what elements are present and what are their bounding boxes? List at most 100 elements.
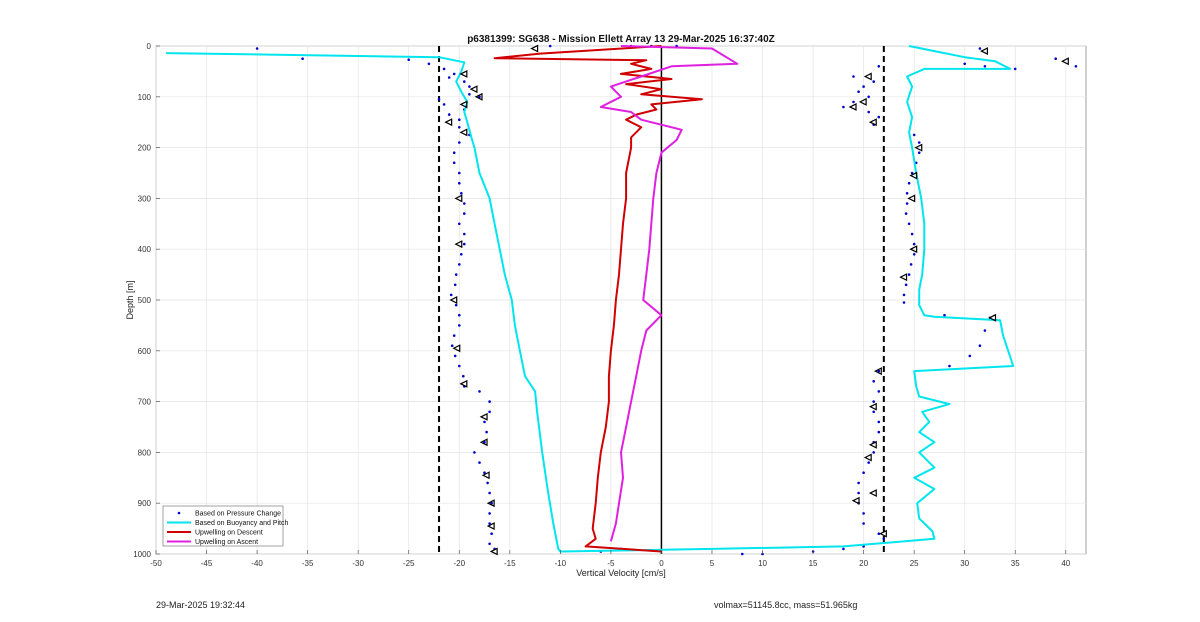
triangle-marker bbox=[486, 522, 495, 531]
x-tick-label: 0 bbox=[659, 559, 664, 568]
data-point bbox=[872, 380, 875, 383]
data-point bbox=[483, 471, 486, 475]
data-point bbox=[904, 283, 908, 287]
grid-lines bbox=[155, 45, 1086, 555]
triangle-marker bbox=[848, 102, 857, 111]
data-point bbox=[483, 420, 486, 424]
data-point bbox=[852, 100, 855, 104]
y-tick-label: 900 bbox=[138, 499, 152, 508]
footer-timestamp: 29-Mar-2025 19:32:44 bbox=[156, 600, 246, 610]
data-point bbox=[877, 390, 881, 393]
x-tick-label: 15 bbox=[809, 559, 818, 568]
triangle-markers bbox=[444, 44, 1069, 556]
y-tick-label: 100 bbox=[138, 93, 152, 102]
legend-box bbox=[162, 505, 284, 547]
data-point bbox=[877, 369, 881, 373]
data-point bbox=[877, 430, 881, 434]
x-tick-label: -50 bbox=[150, 559, 162, 568]
data-point bbox=[452, 334, 456, 337]
x-tick-label: -45 bbox=[201, 559, 213, 568]
data-point bbox=[463, 202, 466, 205]
triangle-marker bbox=[474, 92, 483, 101]
data-point bbox=[872, 400, 875, 403]
data-point bbox=[548, 44, 552, 48]
legend-label-0: Based on Pressure Change bbox=[195, 511, 281, 518]
data-point bbox=[478, 390, 481, 393]
footer-volume-mass: volmax=51145.8cc, mass=51.965kg bbox=[714, 600, 858, 610]
triangle-marker bbox=[980, 47, 989, 56]
data-point bbox=[458, 222, 461, 226]
data-point bbox=[857, 90, 860, 93]
triangle-marker bbox=[899, 273, 908, 282]
data-point bbox=[490, 501, 493, 505]
triangle-marker bbox=[868, 402, 877, 411]
x-tick-label: 35 bbox=[1011, 559, 1020, 568]
data-point bbox=[490, 532, 493, 535]
data-point bbox=[458, 126, 461, 129]
triangle-marker bbox=[863, 453, 872, 462]
x-tick-label: 10 bbox=[758, 559, 767, 568]
x-tick-label: -40 bbox=[251, 559, 263, 568]
data-point bbox=[427, 62, 431, 66]
data-point bbox=[907, 273, 911, 276]
series-line-3 bbox=[599, 45, 739, 542]
data-point bbox=[910, 171, 914, 175]
x-tick-label: 20 bbox=[859, 559, 868, 568]
triangle-marker bbox=[988, 313, 997, 322]
data-point bbox=[447, 76, 451, 79]
triangle-marker bbox=[481, 471, 490, 480]
triangle-marker bbox=[459, 69, 468, 78]
data-point bbox=[872, 80, 875, 83]
data-point bbox=[978, 344, 982, 348]
data-point bbox=[902, 301, 906, 304]
data-point bbox=[904, 212, 908, 215]
triangle-marker bbox=[868, 440, 877, 449]
data-point bbox=[983, 65, 987, 68]
triangle-marker bbox=[914, 143, 923, 152]
data-point bbox=[458, 141, 461, 144]
data-point bbox=[453, 283, 457, 287]
data-point bbox=[1013, 67, 1017, 71]
data-point bbox=[460, 253, 463, 256]
data-point bbox=[458, 181, 461, 185]
data-point bbox=[460, 192, 463, 195]
triangle-marker bbox=[909, 245, 918, 254]
y-tick-label: 500 bbox=[138, 296, 152, 305]
data-point bbox=[877, 115, 881, 119]
data-point bbox=[907, 222, 911, 226]
triangle-marker bbox=[486, 499, 495, 508]
chart-title: p6381399: SG638 - Mission Ellett Array 1… bbox=[467, 34, 775, 45]
triangle-marker bbox=[868, 118, 877, 127]
x-tick-labels: -50 -45 -40 -35 -30 -25 -20 -15 -10 -5 0 5 10 15 20 25 3… bbox=[150, 550, 1071, 568]
triangle-marker bbox=[469, 85, 478, 94]
legend-label-2: Upwelling on Descent bbox=[195, 530, 263, 537]
data-point bbox=[910, 232, 914, 236]
data-point bbox=[872, 410, 875, 414]
data-point bbox=[968, 354, 972, 358]
data-point bbox=[488, 522, 491, 525]
data-point bbox=[741, 552, 744, 556]
triangle-marker bbox=[479, 438, 488, 447]
y-tick-labels: 0 100 200 300 400 500 600 700 800 900 1000 bbox=[133, 42, 160, 559]
y-tick-label: 1000 bbox=[133, 550, 151, 559]
data-point bbox=[978, 47, 982, 50]
data-point bbox=[437, 98, 441, 101]
data-point bbox=[449, 293, 453, 297]
triangle-marker bbox=[858, 97, 867, 106]
triangle-marker bbox=[878, 529, 887, 538]
data-point bbox=[452, 151, 456, 154]
data-point bbox=[463, 232, 466, 236]
data-point bbox=[917, 151, 921, 154]
data-point bbox=[912, 133, 916, 137]
data-point bbox=[943, 313, 946, 317]
data-point bbox=[912, 242, 916, 246]
data-point bbox=[877, 65, 881, 68]
x-tick-label: -10 bbox=[555, 559, 567, 568]
data-point bbox=[867, 110, 870, 114]
x-tick-label: -25 bbox=[403, 559, 415, 568]
data-point bbox=[463, 212, 466, 215]
data-point bbox=[458, 171, 461, 175]
triangle-marker bbox=[868, 489, 877, 498]
data-point bbox=[463, 242, 466, 246]
